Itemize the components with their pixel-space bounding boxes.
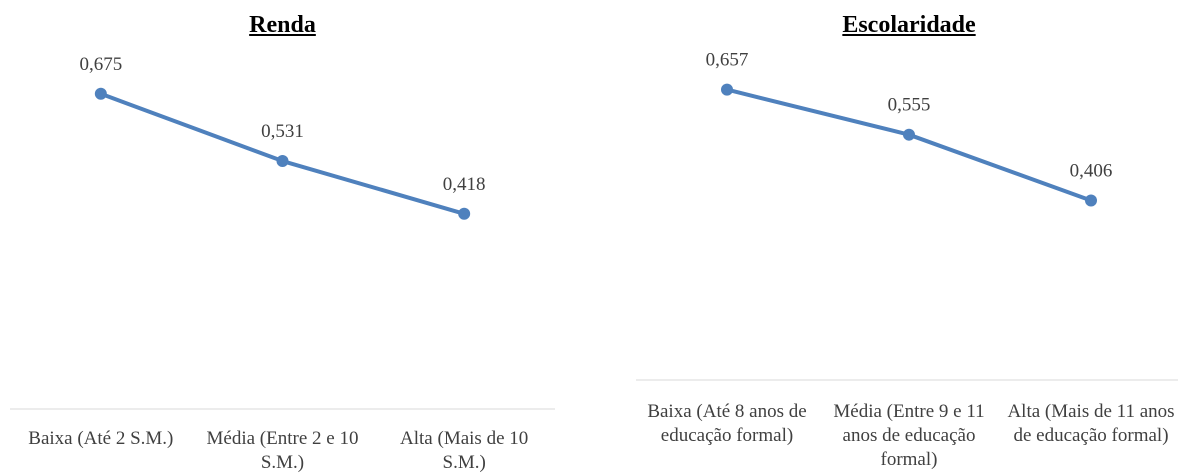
series-line <box>98 91 467 216</box>
data-label: 0,657 <box>706 50 749 71</box>
data-label: 0,406 <box>1070 161 1113 182</box>
data-point <box>94 87 107 100</box>
data-point <box>903 128 915 141</box>
data-point <box>276 155 289 168</box>
data-point <box>458 207 471 220</box>
category-label: Baixa (Até 2 S.M.) <box>28 428 174 449</box>
category-label: Alta (Mais de 11 anos de educação formal… <box>1007 401 1175 446</box>
chart-title: Escolaridade <box>842 12 976 38</box>
category-label: Média (Entre 9 e 11 anos de educação for… <box>833 401 985 470</box>
chart-escolaridade: Escolaridade 0,657 0,555 0,406 Baixa (Até … <box>636 0 1178 475</box>
data-point <box>1085 194 1097 207</box>
chart-plot-area: 0,675 0,531 0,418 <box>10 54 555 410</box>
data-point <box>721 83 733 96</box>
chart-title: Renda <box>249 12 316 38</box>
chart-renda: Renda 0,675 0,531 0,418 Baixa (Até 2 S.M.)… <box>10 0 555 475</box>
data-label: 0,418 <box>443 174 486 195</box>
data-label: 0,555 <box>888 95 931 116</box>
data-label: 0,675 <box>79 54 122 75</box>
chart-plot-area: 0,657 0,555 0,406 <box>636 50 1178 381</box>
category-label: Média (Entre 2 e 10 S.M.) <box>206 428 359 473</box>
data-label: 0,531 <box>261 121 304 142</box>
category-label: Alta (Mais de 10 S.M.) <box>400 428 529 473</box>
category-label: Baixa (Até 8 anos de educação formal) <box>647 401 807 446</box>
